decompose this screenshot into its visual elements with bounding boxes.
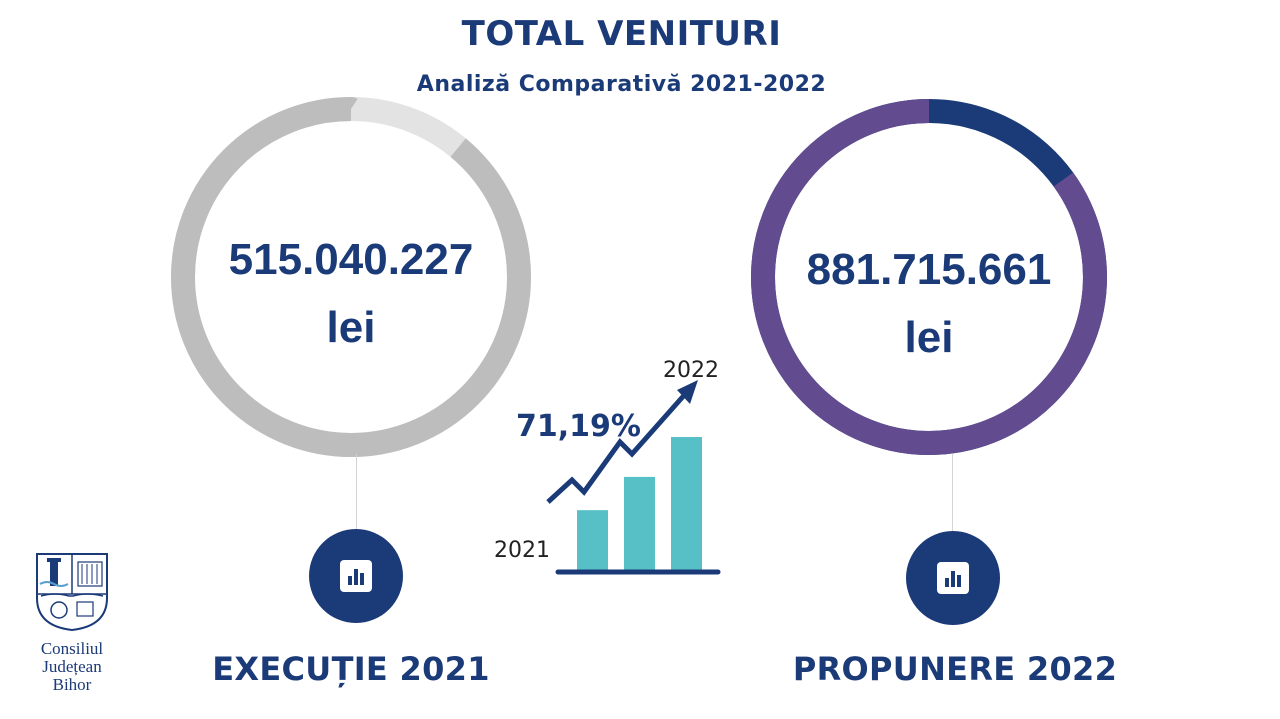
donut-2021: [171, 97, 531, 457]
growth-arrow-line: [546, 390, 689, 504]
growth-bar: [624, 476, 655, 570]
arrow-head-icon: [677, 380, 698, 404]
unit-2022: lei: [904, 313, 954, 362]
growth-bar: [577, 510, 608, 570]
connector-line-left: [356, 454, 357, 532]
value-2021: 515.040.227: [228, 235, 474, 284]
logo-line: Bihor: [52, 675, 92, 694]
donut-2022-filled: [751, 99, 1107, 455]
value-2022: 881.715.661: [806, 245, 1052, 294]
logo-line: Județean: [42, 657, 102, 676]
unit-2021: lei: [326, 303, 376, 352]
donut-2021-filled: [171, 97, 531, 457]
connector-line-right: [952, 454, 953, 534]
page-title: TOTAL VENITURI: [461, 14, 782, 54]
county-coat-of-arms-logo: [36, 553, 108, 632]
bar-chart-icon: [309, 529, 403, 623]
page-subtitle: Analiză Comparativă 2021-2022: [416, 72, 827, 97]
logo-caption: Consiliul Județean Bihor: [20, 640, 124, 694]
year-2021-label: 2021: [494, 538, 550, 563]
bar-chart-icon: [906, 531, 1000, 625]
growth-chart: [546, 380, 721, 575]
growth-percent: 71,19%: [516, 409, 641, 444]
donut-2022: [751, 99, 1107, 455]
year-2022-label: 2022: [663, 358, 719, 383]
label-2021: EXECUȚIE 2021: [212, 650, 490, 688]
growth-bar: [671, 437, 702, 570]
logo-line: Consiliul: [40, 639, 104, 658]
label-2022: PROPUNERE 2022: [792, 650, 1118, 688]
